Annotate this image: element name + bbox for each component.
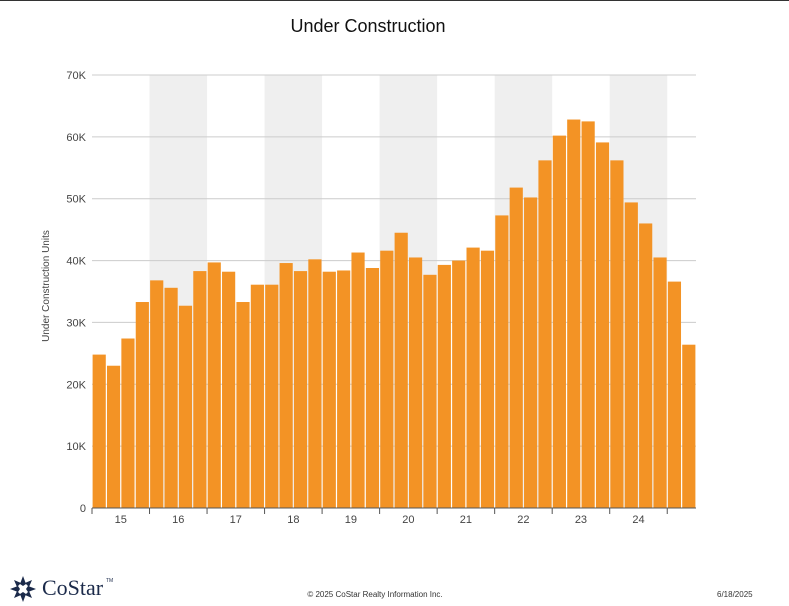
bar-q30 (509, 187, 523, 508)
y-tick-label: 20K (66, 379, 86, 391)
bar-q16 (308, 259, 322, 508)
y-tick-label: 30K (66, 317, 86, 329)
bar-q41 (667, 281, 682, 508)
x-tick-label-19: 19 (345, 514, 357, 526)
bar-q26 (452, 260, 466, 508)
bar-q38 (624, 202, 638, 508)
y-tick-label: 60K (66, 132, 86, 144)
bar-q10 (222, 271, 236, 508)
bar-q2 (106, 365, 121, 508)
x-tick-label-16: 16 (172, 514, 184, 526)
bar-q13 (265, 284, 279, 508)
top-border (0, 0, 789, 1)
x-tick-label-17: 17 (230, 514, 242, 526)
bar-q34 (567, 119, 581, 508)
bar-q36 (595, 142, 610, 508)
x-tick-label-23: 23 (575, 514, 587, 526)
bar-q7 (178, 305, 193, 508)
report-date: 6/18/2025 (717, 590, 753, 599)
bar-q11 (236, 302, 250, 508)
bar-q32 (538, 160, 552, 508)
bar-q5 (150, 280, 164, 508)
bar-q20 (365, 267, 380, 508)
costar-logo: CoStar TM (10, 574, 130, 604)
bar-q23 (408, 257, 423, 508)
y-tick-label: 0 (80, 503, 86, 515)
bar-q33 (552, 135, 566, 508)
bar-q22 (394, 232, 408, 508)
bar-q40 (653, 257, 667, 508)
bar-q35 (581, 121, 595, 509)
bar-q9 (207, 262, 221, 508)
bar-q6 (164, 287, 178, 508)
bar-q1 (92, 354, 106, 508)
costar-logo-tm: TM (106, 578, 114, 584)
bar-q18 (337, 270, 351, 508)
bar-q28 (480, 250, 495, 508)
x-tick-label-22: 22 (517, 514, 529, 526)
costar-logo-icon (10, 576, 36, 602)
bar-q8 (193, 271, 207, 508)
y-tick-label: 40K (66, 256, 86, 268)
x-tick-label-15: 15 (115, 514, 127, 526)
bar-q19 (351, 252, 365, 508)
bar-q29 (495, 215, 509, 508)
bar-q14 (279, 263, 293, 508)
bar-q15 (293, 271, 308, 508)
chart-title: Under Construction (290, 16, 446, 36)
bar-q42 (682, 344, 696, 508)
costar-logo-text: CoStar (42, 575, 104, 600)
y-axis-label: Under Construction Units (41, 230, 52, 342)
bar-q17 (322, 271, 336, 508)
bar-q4 (135, 302, 149, 508)
y-tick-label: 10K (66, 441, 86, 453)
bar-q12 (250, 284, 264, 508)
x-tick-label-21: 21 (460, 514, 472, 526)
y-tick-label: 70K (66, 70, 86, 82)
y-tick-label: 50K (66, 194, 86, 206)
bar-q21 (380, 250, 394, 508)
bar-q24 (423, 274, 437, 508)
bar-q37 (610, 160, 624, 508)
copyright-text: © 2025 CoStar Realty Information Inc. (307, 590, 443, 599)
x-tick-label-18: 18 (287, 514, 299, 526)
bar-q39 (639, 223, 653, 508)
bar-q31 (524, 197, 538, 508)
bar-q27 (466, 247, 480, 508)
x-tick-label-24: 24 (632, 514, 644, 526)
x-tick-label-20: 20 (402, 514, 414, 526)
bar-q3 (121, 338, 135, 508)
bar-q25 (437, 264, 451, 508)
